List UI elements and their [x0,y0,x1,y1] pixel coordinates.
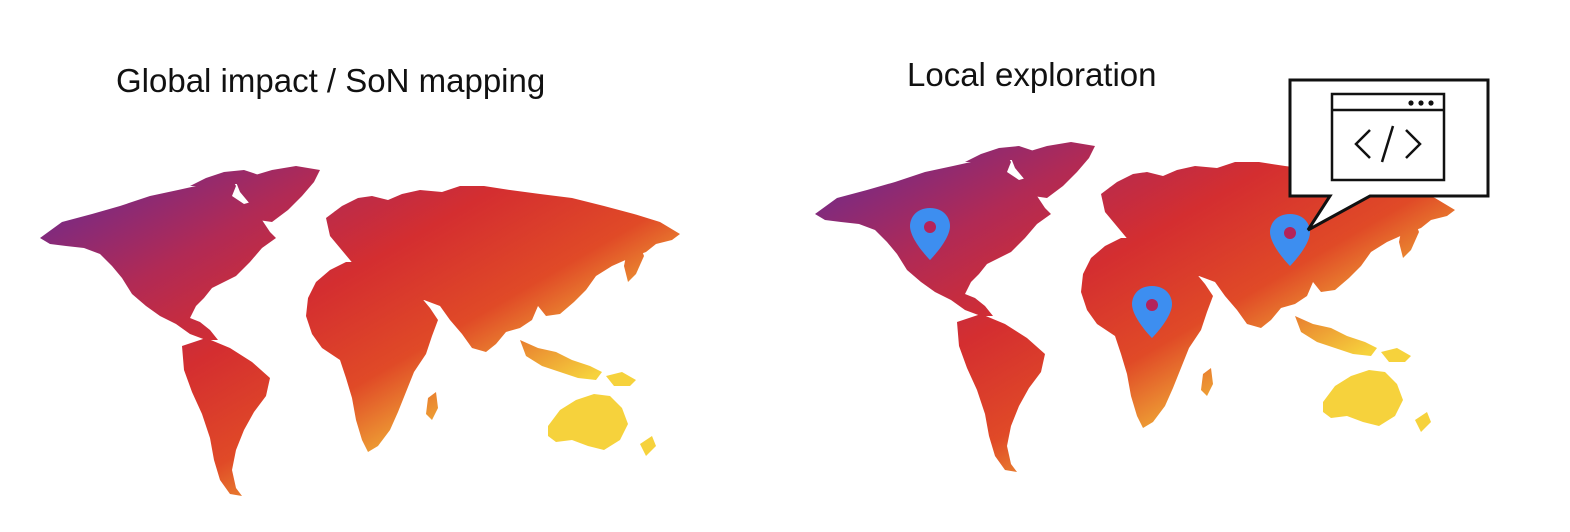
world-map-left [40,166,680,496]
panel-title-global: Global impact / SoN mapping [116,62,546,99]
code-window-icon [1330,92,1446,182]
panel-title-local: Local exploration [907,56,1157,93]
code-callout [1288,78,1490,232]
